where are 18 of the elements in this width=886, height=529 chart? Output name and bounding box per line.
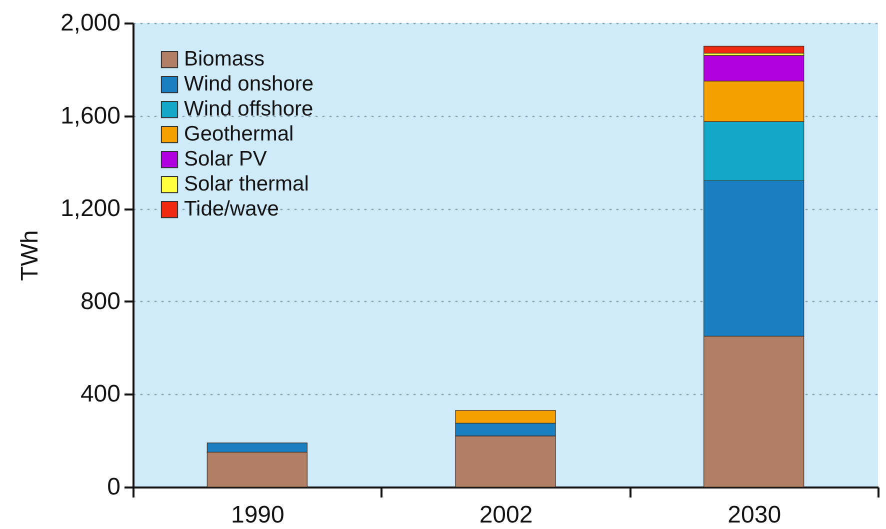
legend-label: Wind offshore bbox=[184, 98, 314, 120]
legend-label: Solar PV bbox=[184, 148, 267, 170]
bar bbox=[704, 46, 804, 54]
y-tick-label: 0 bbox=[107, 474, 120, 500]
y-axis-title: TWh bbox=[16, 230, 44, 281]
y-tick-label: 400 bbox=[80, 380, 120, 408]
legend-label: Solar thermal bbox=[184, 172, 309, 196]
legend-label: Wind onshore bbox=[184, 72, 314, 96]
legend-label: Tide/wave bbox=[184, 198, 279, 220]
x-tick-label: 2002 bbox=[479, 502, 533, 528]
x-tick-label: 2030 bbox=[728, 502, 782, 528]
y-tick-label: 800 bbox=[80, 288, 120, 315]
legend-label: Biomass bbox=[184, 48, 265, 70]
y-tick-label: 1,200 bbox=[60, 195, 120, 222]
y-tick-label: 1,600 bbox=[60, 102, 120, 130]
y-tick-label: 2,000 bbox=[60, 10, 120, 36]
legend-label: Geothermal bbox=[184, 122, 294, 146]
x-tick-label: 1990 bbox=[230, 502, 284, 528]
